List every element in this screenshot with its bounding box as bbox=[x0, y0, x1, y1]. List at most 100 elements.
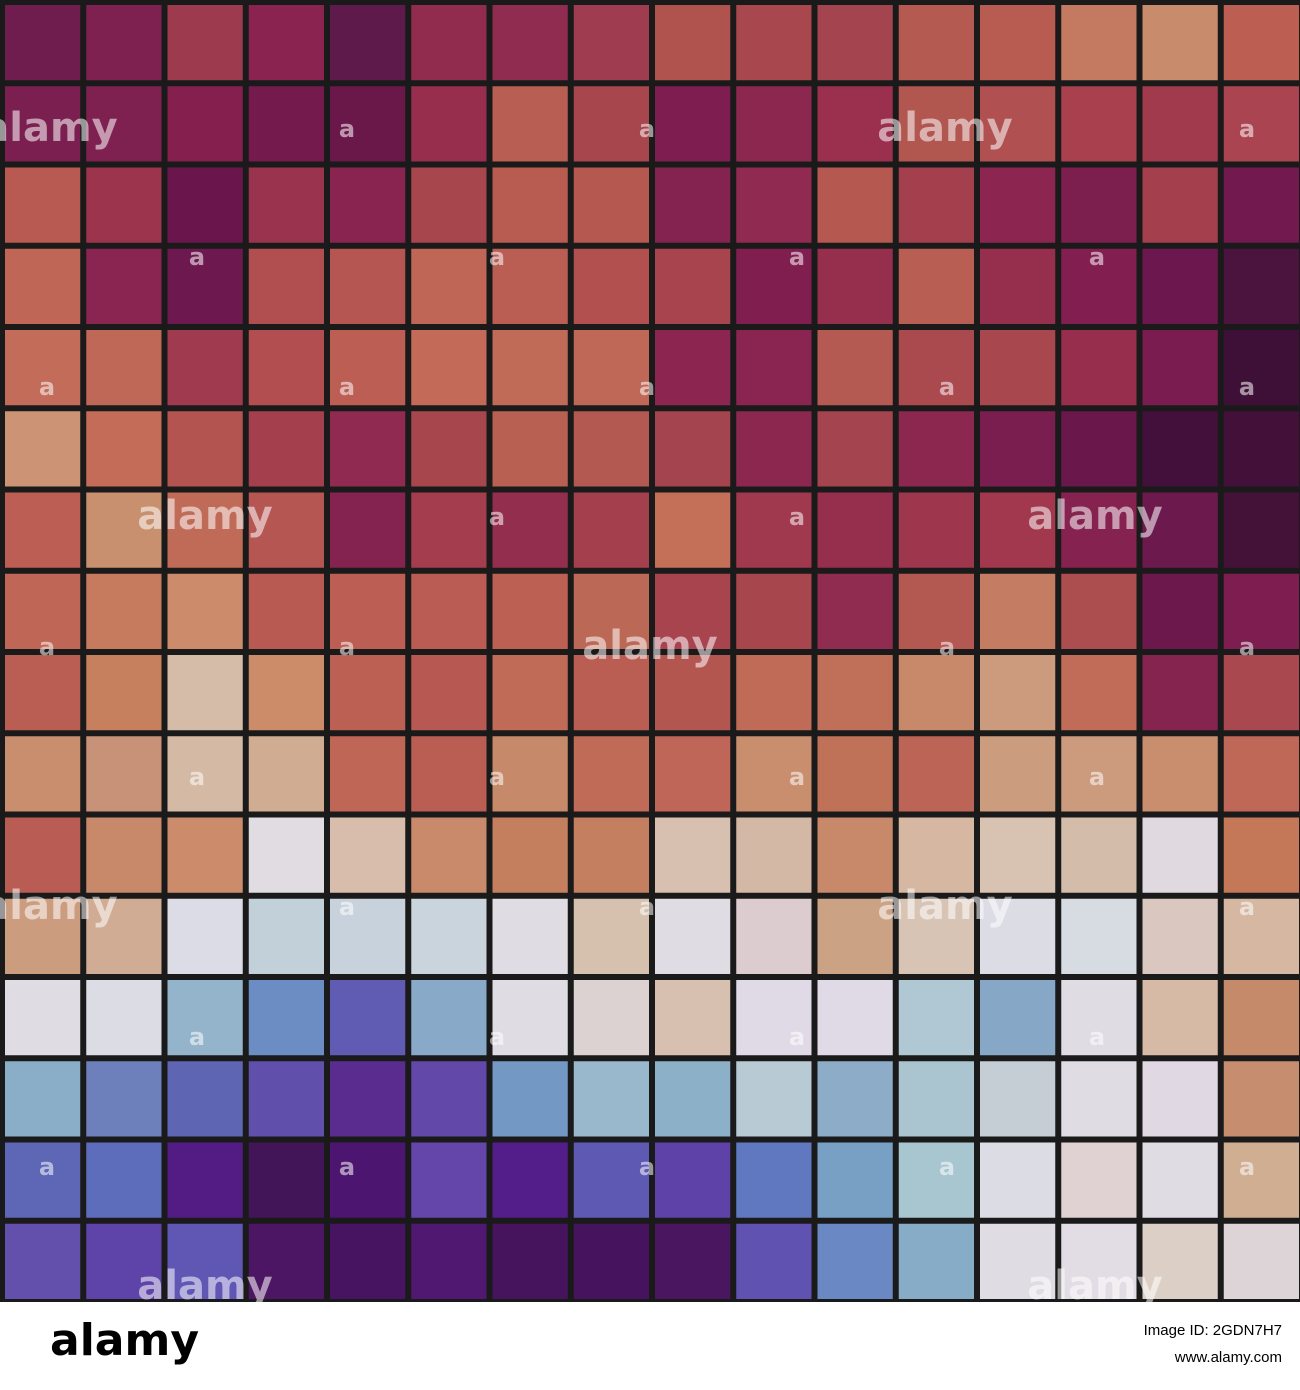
tile bbox=[898, 1142, 974, 1218]
tile bbox=[573, 817, 649, 893]
tile bbox=[492, 492, 568, 568]
tile bbox=[86, 980, 162, 1056]
tile bbox=[1142, 573, 1218, 649]
tile bbox=[1061, 248, 1137, 324]
watermark-small: a bbox=[789, 1023, 805, 1051]
watermark: alamy bbox=[1027, 493, 1162, 539]
tile bbox=[573, 655, 649, 731]
tile bbox=[411, 167, 487, 243]
tile bbox=[86, 1223, 162, 1299]
tile bbox=[1223, 736, 1299, 812]
tile bbox=[1223, 86, 1299, 162]
tile bbox=[248, 248, 324, 324]
watermarks: alamy alamy alamy alamy alamy alamy alamy alamy… bbox=[0, 105, 1255, 1309]
tile bbox=[736, 248, 812, 324]
tile bbox=[5, 655, 81, 731]
tile bbox=[411, 411, 487, 487]
watermark-small: a bbox=[1239, 373, 1255, 401]
tile bbox=[411, 655, 487, 731]
tile bbox=[1223, 1223, 1299, 1299]
tile bbox=[1061, 5, 1137, 81]
watermark-small: a bbox=[939, 1153, 955, 1181]
tile bbox=[817, 817, 893, 893]
tile bbox=[817, 980, 893, 1056]
tile bbox=[248, 330, 324, 406]
watermark-small: a bbox=[639, 1153, 655, 1181]
tile bbox=[736, 817, 812, 893]
tile bbox=[492, 655, 568, 731]
tile bbox=[817, 167, 893, 243]
tile bbox=[980, 980, 1056, 1056]
tile bbox=[1223, 655, 1299, 731]
watermark-small: a bbox=[1089, 243, 1105, 271]
tile bbox=[1223, 167, 1299, 243]
tile bbox=[248, 492, 324, 568]
tile bbox=[898, 330, 974, 406]
tile bbox=[1223, 980, 1299, 1056]
tile bbox=[655, 1223, 731, 1299]
tile bbox=[736, 1061, 812, 1137]
tile bbox=[898, 1061, 974, 1137]
tile bbox=[492, 898, 568, 974]
tile bbox=[5, 411, 81, 487]
tile bbox=[411, 980, 487, 1056]
tile bbox=[167, 5, 243, 81]
tile bbox=[5, 330, 81, 406]
tile bbox=[980, 1223, 1056, 1299]
tile bbox=[1223, 898, 1299, 974]
tile bbox=[167, 655, 243, 731]
tile bbox=[167, 411, 243, 487]
tile bbox=[980, 655, 1056, 731]
tile bbox=[492, 980, 568, 1056]
watermark-small: a bbox=[189, 243, 205, 271]
watermark-small: a bbox=[39, 633, 55, 661]
watermark-small: a bbox=[39, 1153, 55, 1181]
tile bbox=[411, 86, 487, 162]
tile bbox=[248, 655, 324, 731]
tile bbox=[5, 736, 81, 812]
tile bbox=[1061, 167, 1137, 243]
tile bbox=[1142, 1223, 1218, 1299]
tile bbox=[573, 1223, 649, 1299]
tile bbox=[1223, 1061, 1299, 1137]
tile bbox=[167, 86, 243, 162]
watermark-small: a bbox=[339, 373, 355, 401]
tile bbox=[655, 411, 731, 487]
tile bbox=[980, 492, 1056, 568]
watermark-small: a bbox=[1089, 763, 1105, 791]
tile bbox=[167, 167, 243, 243]
tile bbox=[817, 573, 893, 649]
watermark-small: a bbox=[489, 243, 505, 271]
tile bbox=[492, 86, 568, 162]
tile bbox=[1142, 1061, 1218, 1137]
mosaic bbox=[5, 5, 1299, 1299]
tile bbox=[1142, 330, 1218, 406]
tile bbox=[248, 1223, 324, 1299]
tile bbox=[655, 1142, 731, 1218]
footer-url: www.alamy.com bbox=[1174, 1349, 1282, 1366]
watermark-small: a bbox=[489, 503, 505, 531]
tile bbox=[980, 248, 1056, 324]
tile bbox=[86, 411, 162, 487]
tile bbox=[655, 736, 731, 812]
tile bbox=[898, 898, 974, 974]
tile bbox=[5, 5, 81, 81]
tile bbox=[330, 1142, 406, 1218]
tile bbox=[736, 411, 812, 487]
tile bbox=[980, 817, 1056, 893]
tile bbox=[248, 167, 324, 243]
tile bbox=[1142, 86, 1218, 162]
tile bbox=[1142, 817, 1218, 893]
watermark-small: a bbox=[339, 893, 355, 921]
tile bbox=[1061, 411, 1137, 487]
tile bbox=[167, 980, 243, 1056]
tile bbox=[167, 1223, 243, 1299]
tile bbox=[492, 411, 568, 487]
tile bbox=[86, 898, 162, 974]
tile bbox=[573, 411, 649, 487]
tile bbox=[411, 573, 487, 649]
tile bbox=[1061, 573, 1137, 649]
tile bbox=[736, 736, 812, 812]
watermark: alamy bbox=[137, 493, 272, 539]
tile bbox=[980, 411, 1056, 487]
